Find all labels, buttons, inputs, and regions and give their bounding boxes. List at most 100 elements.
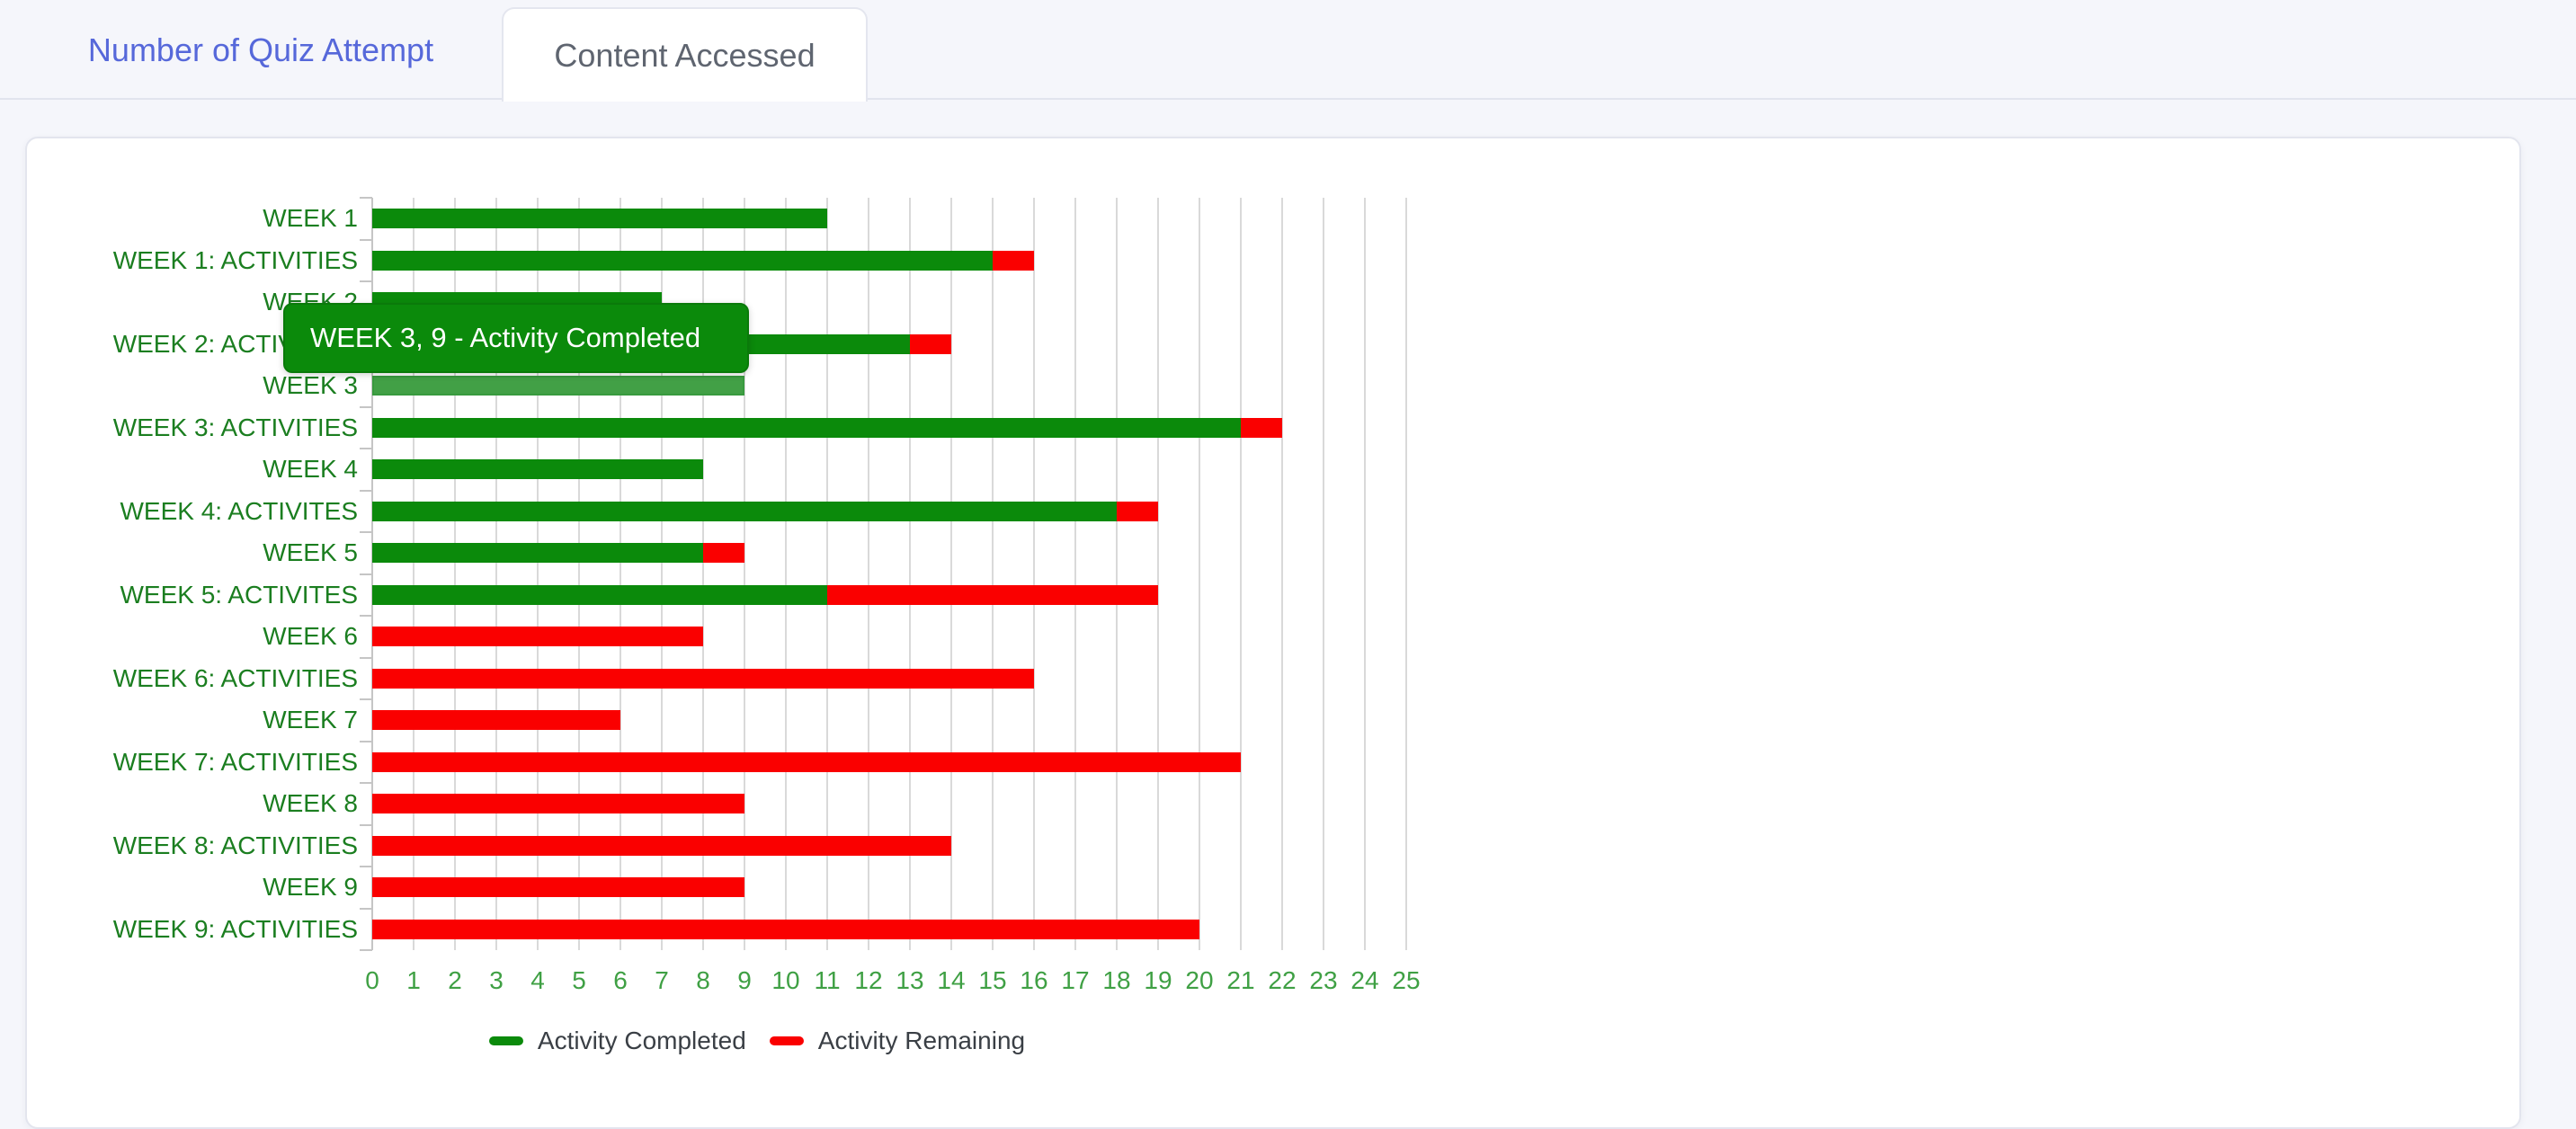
- bar-segment-remaining[interactable]: [372, 877, 744, 897]
- bar-segment-remaining[interactable]: [372, 919, 1199, 939]
- gridline: [1116, 198, 1118, 950]
- gridline: [1281, 198, 1283, 950]
- category-tick-mark: [360, 656, 372, 659]
- category-tick-mark: [360, 573, 372, 575]
- bar-segment-completed[interactable]: [372, 459, 703, 479]
- x-tick-label: 13: [896, 966, 924, 994]
- gridline: [1405, 198, 1407, 950]
- bar-segment-completed[interactable]: [372, 250, 993, 271]
- gridline: [537, 198, 539, 950]
- chart-tooltip: WEEK 3, 9 - Activity Completed: [283, 303, 749, 373]
- gridline: [413, 198, 414, 950]
- legend-item-activity-completed: Activity Completed: [488, 1027, 746, 1055]
- x-tick-label: 21: [1226, 966, 1255, 994]
- category-label: WEEK 5: [263, 538, 358, 567]
- tab-content-accessed[interactable]: Content Accessed: [502, 7, 868, 102]
- category-tick-mark: [360, 197, 372, 199]
- category-label: WEEK 1: [263, 204, 358, 233]
- bar-segment-remaining[interactable]: [372, 668, 1034, 689]
- gridline: [826, 198, 828, 950]
- category-label: WEEK 1: ACTIVITIES: [112, 245, 358, 274]
- tab-content-accessed-label: Content Accessed: [554, 36, 816, 74]
- category-label: WEEK 8: [263, 789, 358, 818]
- gridline: [868, 198, 869, 950]
- x-tick-label: 17: [1061, 966, 1090, 994]
- x-tick-label: 2: [448, 966, 462, 994]
- category-tick-mark: [360, 698, 372, 700]
- x-tick-label: 11: [814, 966, 841, 994]
- x-tick-label: 0: [365, 966, 379, 994]
- category-label: WEEK 3: ACTIVITIES: [112, 413, 358, 441]
- bar-segment-remaining[interactable]: [372, 794, 744, 813]
- x-tick-label: 14: [937, 966, 966, 994]
- bar-segment-remaining[interactable]: [703, 543, 744, 563]
- bar-segment-remaining[interactable]: [827, 584, 1158, 605]
- x-tick-label: 5: [572, 966, 586, 994]
- x-tick-label: 15: [978, 966, 1007, 994]
- category-label: WEEK 9: ACTIVITIES: [112, 914, 358, 943]
- tab-bar-divider: [0, 98, 2576, 100]
- legend-swatch-completed-icon: [488, 1036, 523, 1045]
- gridline: [1199, 198, 1200, 950]
- x-tick-label: 19: [1144, 966, 1172, 994]
- gridline: [744, 198, 745, 950]
- legend-swatch-remaining-icon: [769, 1036, 804, 1045]
- bar-segment-remaining[interactable]: [1117, 501, 1158, 521]
- x-tick-label: 22: [1268, 966, 1297, 994]
- bar-segment-completed[interactable]: [372, 209, 827, 228]
- legend-label-activity-remaining: Activity Remaining: [817, 1027, 1026, 1054]
- gridline: [992, 198, 994, 950]
- x-tick-label: 20: [1185, 966, 1214, 994]
- category-label: WEEK 9: [263, 873, 358, 902]
- gridline: [1074, 198, 1076, 950]
- x-tick-label: 7: [655, 966, 669, 994]
- tab-number-of-quiz-attempt[interactable]: Number of Quiz Attempt: [27, 0, 495, 100]
- gridline: [1157, 198, 1159, 950]
- bar-segment-remaining[interactable]: [372, 835, 951, 856]
- category-tick-mark: [360, 615, 372, 617]
- bar-segment-completed[interactable]: [372, 543, 703, 563]
- bar-segment-remaining[interactable]: [910, 333, 951, 354]
- category-tick-mark: [360, 782, 372, 784]
- category-tick-mark: [360, 907, 372, 910]
- category-tick-mark: [360, 823, 372, 826]
- chart-legend: Activity Completed Activity Remaining: [27, 1025, 1487, 1057]
- category-label: WEEK 6: ACTIVITIES: [112, 663, 358, 692]
- bar-segment-remaining[interactable]: [372, 751, 1241, 772]
- x-tick-label: 6: [613, 966, 628, 994]
- x-tick-label: 10: [771, 966, 800, 994]
- category-label: WEEK 6: [263, 622, 358, 651]
- category-label: WEEK 7: [263, 706, 358, 734]
- content-accessed-chart: 0 1 2 3 4 5 6 7 8 9 10 11 12 13 14 15 16 17 18 19 20 21 22 23 24…: [27, 138, 2519, 1127]
- category-tick-mark: [360, 405, 372, 408]
- category-tick-mark: [360, 949, 372, 951]
- category-label: WEEK 3: [263, 371, 358, 400]
- gridline: [702, 198, 704, 950]
- category-label: WEEK 5: ACTIVITES: [120, 580, 358, 609]
- tab-number-of-quiz-attempt-label: Number of Quiz Attempt: [87, 31, 434, 68]
- bar-segment-completed[interactable]: [372, 501, 1117, 521]
- category-tick-mark: [360, 531, 372, 533]
- bar-segment-remaining[interactable]: [1241, 417, 1282, 438]
- x-tick-label: 12: [854, 966, 883, 994]
- bar-segment-remaining[interactable]: [372, 627, 703, 646]
- bar-segment-completed[interactable]: [372, 584, 827, 605]
- x-tick-label: 8: [696, 966, 710, 994]
- gridline: [454, 198, 456, 950]
- category-tick-mark: [360, 866, 372, 867]
- x-tick-label: 9: [737, 966, 752, 994]
- y-axis-line: [371, 198, 373, 950]
- chart-tooltip-text: WEEK 3, 9 - Activity Completed: [310, 322, 701, 353]
- x-tick-label: 18: [1102, 966, 1131, 994]
- x-tick-label: 16: [1020, 966, 1048, 994]
- bar-segment-remaining[interactable]: [372, 710, 620, 730]
- gridline: [909, 198, 911, 950]
- bar-segment-completed[interactable]: [372, 376, 744, 396]
- category-tick-mark: [360, 448, 372, 449]
- category-label: WEEK 4: ACTIVITES: [120, 496, 358, 525]
- chart-card: 0 1 2 3 4 5 6 7 8 9 10 11 12 13 14 15 16 17 18 19 20 21 22 23 24…: [25, 137, 2521, 1129]
- bar-segment-remaining[interactable]: [993, 250, 1034, 271]
- x-tick-label: 25: [1392, 966, 1421, 994]
- bar-segment-completed[interactable]: [372, 417, 1241, 438]
- gridline: [578, 198, 580, 950]
